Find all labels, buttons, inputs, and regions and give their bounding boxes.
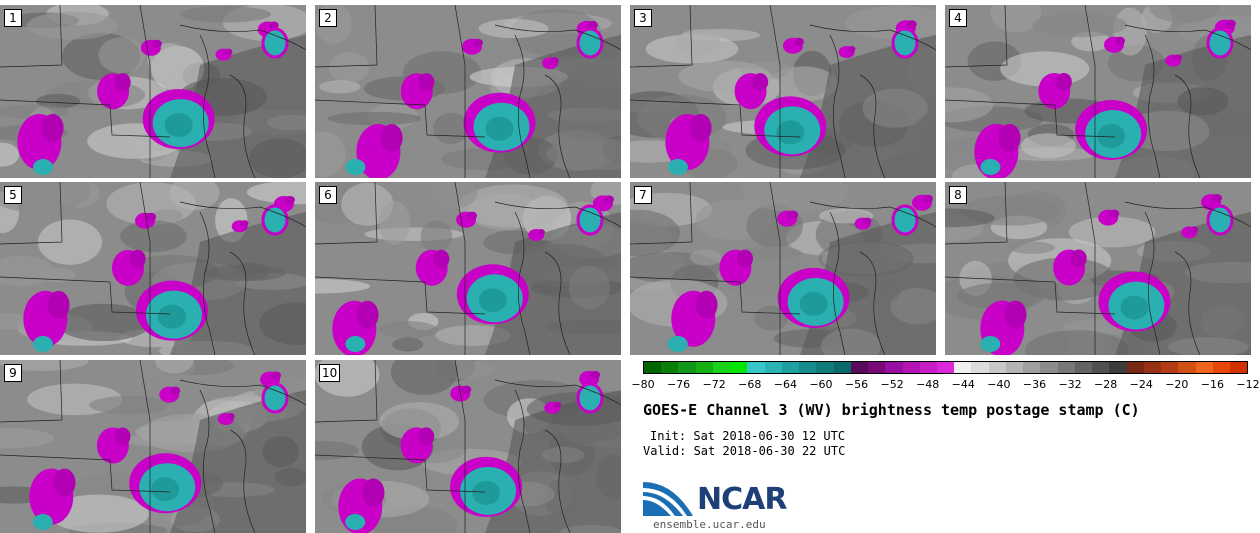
figure-title: GOES-E Channel 3 (WV) brightness temp po… [643,401,1140,419]
colorbar-tick-label: −52 [880,378,904,391]
colorbar-swatch [678,362,696,373]
colorbar-swatch [833,362,851,373]
colorbar-tick-label: −80 [631,378,655,391]
colorbar-swatch [885,362,903,373]
colorbar-ticks: −80 −76 −72 −68 −64 −60 −56 −52 −48 −44 −40 −36 −32−… [631,378,1259,394]
colorbar-swatch [936,362,955,373]
colorbar-swatch [919,362,937,373]
panel-label: 8 [949,186,967,204]
logo-text: NCAR [697,482,787,517]
colorbar-swatch [781,362,800,373]
colorbar-swatch [1023,362,1041,373]
colorbar-tick-label: −68 [738,378,762,391]
colorbar-swatch [1109,362,1127,373]
panel-label: 4 [949,9,967,27]
colorbar-swatch [1126,362,1144,373]
colorbar-swatch [1092,362,1110,373]
panel-7: 7 [630,182,936,355]
ncar-logo-icon [643,482,693,516]
colorbar-tick-label: −32 [1058,378,1082,391]
panel-4: 4 [945,5,1251,178]
colorbar-tick-label: −36 [1022,378,1047,391]
colorbar-swatch [1195,362,1213,373]
panel-label: 10 [319,364,341,382]
colorbar-swatch [1178,362,1196,373]
colorbar-tick-label: −24 [1129,378,1153,391]
colorbar-tick-label: −40 [987,378,1011,391]
colorbar-swatch [1005,362,1024,373]
colorbar-swatch [764,362,782,373]
panel-5: 5 [0,182,306,355]
panel-6: 6 [315,182,621,355]
colorbar-swatch [954,362,972,373]
colorbar-swatch [850,362,869,373]
colorbar-swatch [1212,362,1230,373]
colorbar-swatch [730,362,748,373]
colorbar-tick-label: −44 [951,378,975,391]
colorbar-swatch [1161,362,1179,373]
colorbar-tick-label: −12 [1236,378,1260,391]
panel-label: 1 [4,9,22,27]
panel-8: 8 [945,182,1251,355]
colorbar-swatch [868,362,886,373]
site-url: ensemble.ucar.edu [653,518,766,531]
colorbar-swatch [902,362,920,373]
panel-1: 1 [0,5,306,178]
colorbar-tick-label: −76 [666,378,691,391]
init-time: Init: Sat 2018-06-30 12 UTC [650,429,846,443]
colorbar-swatch [1229,362,1248,373]
panel-label: 5 [4,186,22,204]
colorbar-swatch [1074,362,1093,373]
colorbar-swatch [1143,362,1162,373]
panel-2: 2 [315,5,621,178]
colorbar-swatch [712,362,731,373]
colorbar-swatch [747,362,765,373]
panel-10: 10 [315,360,621,533]
panel-label: 2 [319,9,337,27]
colorbar-swatch [816,362,834,373]
colorbar-swatch [971,362,989,373]
panel-label: 7 [634,186,652,204]
colorbar-tick-label: −60 [809,378,833,391]
colorbar-tick-label: −20 [1165,378,1189,391]
colorbar [643,361,1248,374]
colorbar-tick-label: −64 [773,378,797,391]
colorbar-tick-label: −16 [1200,378,1225,391]
valid-time: Valid: Sat 2018-06-30 22 UTC [643,444,846,458]
colorbar-tick-label: −28 [1094,378,1118,391]
colorbar-swatch [799,362,817,373]
panel-label: 6 [319,186,337,204]
panel-9: 9 [0,360,306,533]
colorbar-tick-label: −48 [916,378,940,391]
colorbar-swatch [988,362,1006,373]
colorbar-swatch [1040,362,1058,373]
colorbar-tick-label: −56 [844,378,869,391]
panel-3: 3 [630,5,936,178]
panel-label: 3 [634,9,652,27]
colorbar-swatch [1057,362,1075,373]
colorbar-swatch [695,362,713,373]
colorbar-tick-label: −72 [702,378,726,391]
colorbar-swatch [644,362,662,373]
colorbar-swatch [661,362,679,373]
panel-label: 9 [4,364,22,382]
